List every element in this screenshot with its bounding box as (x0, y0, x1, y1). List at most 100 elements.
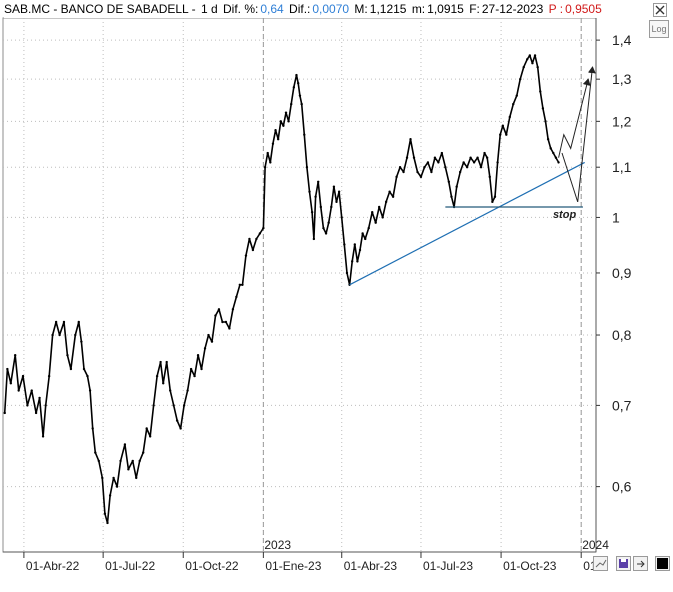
price-point (203, 347, 207, 350)
price-point (324, 232, 328, 235)
price-point (552, 151, 555, 155)
price-point (119, 459, 122, 463)
price-point (6, 367, 9, 371)
x-tick-label: 01-Jul-22 (105, 559, 155, 573)
price-point (303, 133, 306, 136)
price-point (391, 195, 395, 198)
price-point (544, 120, 547, 123)
drawing-tool-button[interactable] (593, 556, 608, 571)
price-point (115, 485, 119, 488)
year-label: 2024 (582, 538, 609, 552)
x-tick-label: 01-Jul-23 (423, 559, 473, 573)
y-tick-label: 1,4 (612, 32, 632, 48)
price-point (479, 166, 483, 169)
stop-label: stop (553, 209, 577, 221)
price-point (196, 353, 200, 357)
log-scale-toggle[interactable]: Log (649, 20, 669, 38)
price-point (398, 166, 402, 169)
price-point (101, 476, 104, 480)
price-point (217, 308, 221, 311)
price-point (276, 138, 280, 141)
price-point (168, 389, 172, 392)
price-point (296, 82, 300, 85)
export-button[interactable] (633, 556, 648, 571)
fill-color-button[interactable] (655, 556, 670, 571)
price-point (26, 404, 29, 407)
price-point (519, 77, 522, 81)
date-label: F: (469, 2, 480, 16)
price-label: P : (548, 2, 564, 16)
price-point (388, 190, 391, 193)
year-label: 2023 (264, 538, 291, 552)
price-point (66, 353, 69, 357)
price-point (533, 54, 537, 57)
price-point (402, 170, 405, 174)
price-point (193, 374, 196, 378)
dif-pct-value: 0,64 (260, 2, 284, 16)
price-point (94, 451, 97, 454)
price-point (353, 243, 356, 246)
x-tick-label: 01-Oct-22 (185, 559, 239, 573)
price-point (292, 86, 296, 89)
price-point (172, 404, 175, 407)
x-tick-label: 01-Abr-23 (344, 559, 398, 573)
price-point (21, 374, 25, 378)
price-point (419, 175, 423, 179)
price-point (327, 221, 330, 224)
price-point (141, 451, 145, 454)
price-point (138, 459, 141, 463)
price-point (395, 175, 398, 179)
save-button[interactable] (616, 556, 631, 571)
price-point (88, 389, 92, 392)
price-point (367, 226, 370, 230)
price-point (44, 404, 47, 407)
price-point (135, 476, 138, 480)
price-point (493, 195, 497, 198)
price-point (228, 327, 231, 330)
chart-header: SAB.MC - BANCO DE SABADELL - 1 d Dif. %:… (4, 2, 604, 18)
price-point (123, 443, 127, 446)
y-tick-label: 0,7 (612, 397, 632, 413)
price-point (455, 185, 458, 188)
price-point (501, 124, 505, 127)
price-point (541, 107, 545, 110)
y-tick-label: 1,2 (612, 113, 632, 129)
price-point (317, 180, 320, 183)
price-point (9, 382, 13, 385)
support-trendline (349, 161, 585, 286)
close-button[interactable] (653, 3, 667, 17)
price-point (430, 170, 433, 174)
price-point (381, 216, 384, 219)
y-tick-label: 1 (612, 209, 620, 225)
price-point (282, 124, 285, 127)
price-point (179, 427, 182, 430)
price-point (343, 243, 346, 246)
price-point (186, 389, 189, 392)
price-point (522, 65, 525, 69)
price-point (189, 367, 193, 371)
price-point (340, 216, 343, 219)
x-tick-label: 01-Abr-22 (26, 559, 80, 573)
price-series-line (3, 54, 560, 524)
max-value: 1,1215 (369, 2, 407, 16)
min-value: 1,0915 (427, 2, 464, 16)
price-point (279, 120, 282, 123)
price-point (374, 221, 377, 224)
price-point (155, 374, 159, 378)
price-point (127, 468, 130, 471)
price-point (499, 133, 502, 136)
dif-value: 0,0070 (312, 2, 350, 16)
price-point (91, 427, 94, 430)
price-point (258, 232, 262, 235)
time-axis-area (0, 553, 673, 592)
projection-arrow (558, 78, 591, 158)
price-point (207, 333, 210, 337)
price-point (426, 161, 430, 164)
price-point (210, 340, 214, 343)
y-tick-label: 0,9 (612, 265, 632, 281)
price-point (308, 190, 311, 193)
price-point (423, 166, 426, 169)
price-point (364, 237, 367, 241)
price-point (131, 459, 134, 463)
price-point (38, 396, 41, 400)
